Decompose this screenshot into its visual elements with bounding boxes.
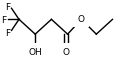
Text: F: F <box>5 28 10 37</box>
Text: O: O <box>78 15 85 23</box>
Text: F: F <box>5 3 10 12</box>
Text: O: O <box>62 47 69 56</box>
Text: OH: OH <box>28 47 42 56</box>
Text: F: F <box>1 16 6 24</box>
